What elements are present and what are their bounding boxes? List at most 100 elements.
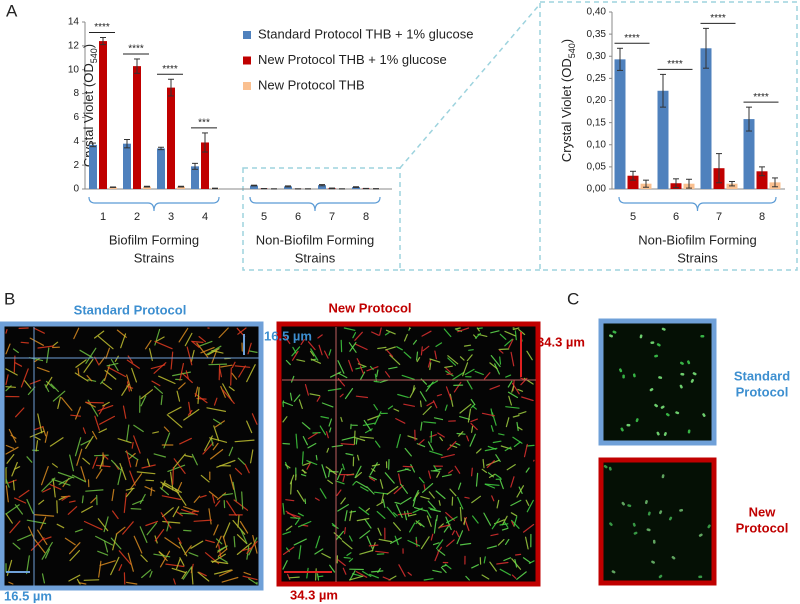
y-tick-label: 0,35 xyxy=(587,29,607,40)
filament xyxy=(290,517,301,520)
cell xyxy=(656,431,660,436)
filament xyxy=(483,512,492,526)
cell xyxy=(621,501,625,506)
filament xyxy=(373,404,378,411)
filament xyxy=(409,522,416,533)
bar xyxy=(167,87,175,189)
bar xyxy=(143,186,151,189)
filament xyxy=(366,486,375,495)
filament xyxy=(172,506,180,518)
filament xyxy=(210,560,229,565)
filament xyxy=(490,355,501,368)
filament xyxy=(320,416,330,419)
filament xyxy=(348,359,353,372)
filament xyxy=(197,571,210,582)
filament xyxy=(76,448,83,466)
filament xyxy=(496,561,509,565)
filament xyxy=(298,399,303,409)
filament xyxy=(433,519,437,534)
filament xyxy=(283,401,293,407)
filament xyxy=(366,535,373,549)
filament xyxy=(131,367,137,383)
error-bar xyxy=(178,185,184,188)
filament xyxy=(36,529,48,546)
filament xyxy=(164,537,181,549)
filament xyxy=(246,420,253,434)
x-tick-label: 6 xyxy=(295,211,301,223)
bar xyxy=(657,90,669,189)
filament xyxy=(315,535,321,549)
filament xyxy=(387,405,394,410)
filament xyxy=(437,432,445,438)
filament xyxy=(419,391,427,402)
filament xyxy=(83,579,100,581)
filament xyxy=(328,349,332,356)
filament xyxy=(477,327,483,330)
filament xyxy=(85,435,94,449)
significance-label: *** xyxy=(198,118,210,129)
filament xyxy=(20,368,29,388)
filament xyxy=(319,425,327,436)
filament xyxy=(126,374,132,392)
x-tick-label: 3 xyxy=(168,211,174,223)
filament xyxy=(228,386,235,392)
y-tick-label: 0,00 xyxy=(587,184,607,195)
filament xyxy=(371,331,380,336)
filament xyxy=(241,547,252,552)
filament xyxy=(301,473,307,477)
filament xyxy=(184,332,193,347)
error-bar xyxy=(673,178,679,189)
filament xyxy=(185,370,189,380)
filament xyxy=(427,380,438,388)
filament xyxy=(476,327,480,332)
error-bar xyxy=(285,185,291,188)
filament xyxy=(238,365,246,378)
filament xyxy=(356,517,370,522)
filament xyxy=(448,469,454,474)
filament xyxy=(13,466,21,470)
zoom-panel xyxy=(539,1,798,271)
filament xyxy=(521,396,534,402)
filament xyxy=(339,393,344,398)
filament xyxy=(412,490,419,502)
filament xyxy=(428,470,432,479)
filament xyxy=(321,402,334,408)
filament xyxy=(499,349,504,354)
filament xyxy=(160,481,170,489)
panel-label: B xyxy=(4,289,15,308)
filament xyxy=(505,406,520,409)
cell xyxy=(620,427,624,432)
filament xyxy=(102,401,110,407)
filament xyxy=(355,570,368,578)
y-tick-label: 0,40 xyxy=(587,7,607,18)
filament xyxy=(510,476,515,488)
filament xyxy=(458,482,462,490)
filament xyxy=(335,480,345,485)
filament xyxy=(213,524,219,536)
y-tick-label: 10 xyxy=(68,64,80,75)
filament xyxy=(314,548,324,555)
significance-label: **** xyxy=(753,92,769,103)
cell xyxy=(612,330,617,334)
filament xyxy=(390,537,402,544)
filament xyxy=(13,355,16,373)
filament xyxy=(244,463,250,474)
filament xyxy=(446,539,455,547)
filament xyxy=(434,350,437,360)
filament xyxy=(472,515,479,524)
filament xyxy=(99,415,116,425)
filament xyxy=(118,550,132,565)
filament xyxy=(297,520,312,528)
cell xyxy=(611,570,616,574)
filament xyxy=(345,453,354,456)
filament xyxy=(341,436,356,441)
filament xyxy=(412,496,417,507)
filament xyxy=(217,556,228,563)
filament xyxy=(49,483,62,490)
filament xyxy=(343,327,356,331)
filament xyxy=(385,329,396,335)
filament xyxy=(516,571,527,580)
filament xyxy=(93,330,105,339)
filament xyxy=(374,440,381,448)
filament xyxy=(5,343,11,355)
